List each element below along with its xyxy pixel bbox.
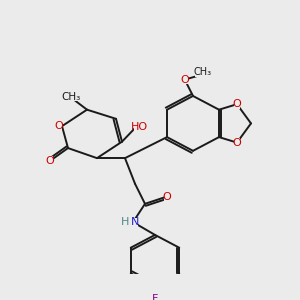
FancyBboxPatch shape xyxy=(234,138,240,147)
Text: O: O xyxy=(46,156,54,166)
FancyBboxPatch shape xyxy=(164,192,170,201)
FancyBboxPatch shape xyxy=(56,122,62,131)
Text: HO: HO xyxy=(130,122,148,132)
FancyBboxPatch shape xyxy=(152,294,158,300)
Text: O: O xyxy=(181,74,189,85)
FancyBboxPatch shape xyxy=(134,122,145,132)
Text: O: O xyxy=(232,99,242,109)
Text: H: H xyxy=(121,217,129,227)
FancyBboxPatch shape xyxy=(195,68,211,77)
Text: O: O xyxy=(232,138,242,148)
FancyBboxPatch shape xyxy=(132,218,138,227)
FancyBboxPatch shape xyxy=(182,75,188,84)
FancyBboxPatch shape xyxy=(47,156,53,165)
Text: F: F xyxy=(152,294,158,300)
FancyBboxPatch shape xyxy=(63,92,79,101)
Text: N: N xyxy=(131,217,139,227)
Text: O: O xyxy=(163,191,171,202)
FancyBboxPatch shape xyxy=(234,100,240,109)
FancyBboxPatch shape xyxy=(122,218,128,227)
Text: CH₃: CH₃ xyxy=(194,67,212,77)
Text: CH₃: CH₃ xyxy=(61,92,81,102)
Text: O: O xyxy=(55,121,63,131)
